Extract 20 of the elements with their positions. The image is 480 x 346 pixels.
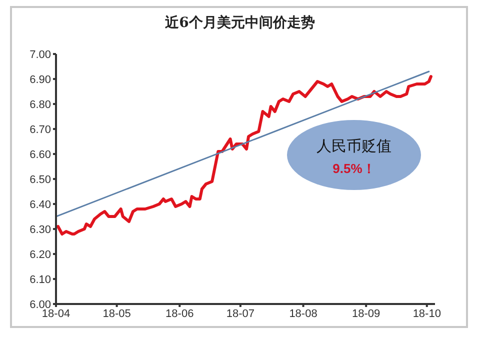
y-tick-label: 6.10	[30, 274, 51, 286]
y-tick-label: 6.40	[30, 198, 51, 211]
y-tick-label: 6.90	[30, 74, 51, 86]
y-tick-label: 6.80	[30, 98, 51, 111]
x-tick-label: 18-05	[102, 308, 131, 320]
x-tick-label: 18-10	[412, 308, 441, 320]
annotation: 人民币贬值	[316, 137, 392, 156]
annotation: 9.5%！	[332, 160, 376, 178]
x-tick-label: 18-07	[226, 308, 255, 320]
y-tick-label: 6.20	[30, 248, 51, 261]
x-tick-label: 18-08	[289, 308, 318, 320]
x-tick-label: 18-09	[352, 308, 380, 320]
y-tick-label: 6.50	[30, 174, 51, 186]
x-tick-label: 18-04	[42, 308, 70, 320]
y-tick-label: 6.60	[30, 148, 51, 161]
y-tick-label: 6.30	[30, 224, 51, 236]
chart-title: 近6个月美元中间价走势	[164, 14, 316, 32]
y-tick-label: 7.00	[30, 48, 51, 61]
y-tick-label: 6.70	[30, 124, 51, 136]
x-tick-label: 18-06	[166, 308, 194, 320]
